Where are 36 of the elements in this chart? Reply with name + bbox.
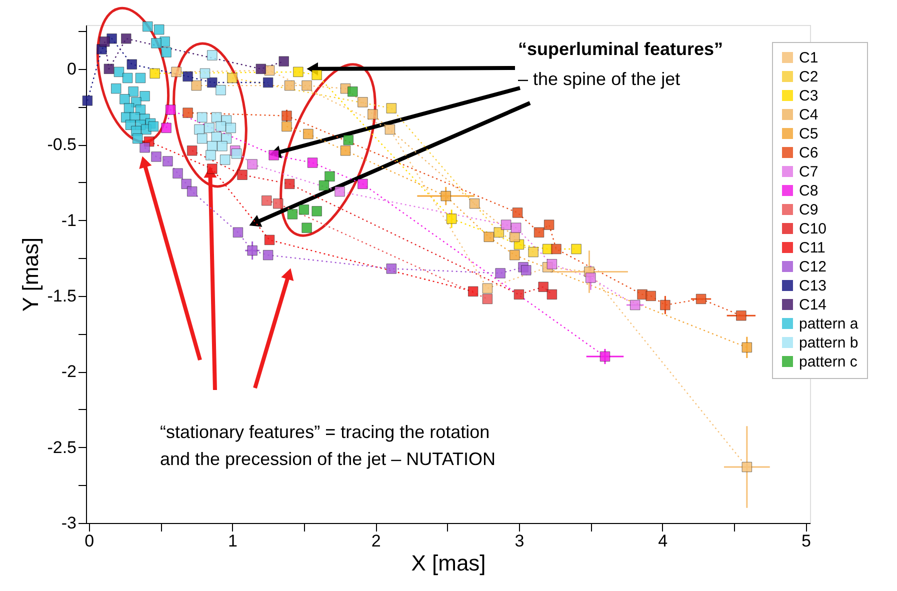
annotation: “superluminal features” <box>518 39 724 59</box>
y-tick-label: -1 <box>61 210 76 230</box>
annotation: “stationary features” = tracing the rotation <box>160 422 490 442</box>
legend-label: C8 <box>799 182 818 200</box>
x-tick-label: 0 <box>84 532 94 550</box>
x-tick-label: 5 <box>801 532 811 550</box>
y-tick-label: 0 <box>67 59 76 78</box>
x-tick-label: 3 <box>514 532 524 550</box>
legend-label: C12 <box>799 258 827 276</box>
legend-label: pattern a <box>799 316 859 332</box>
x-axis-title: X [mas] <box>411 550 486 576</box>
x-tick-label: 4 <box>658 532 668 550</box>
y-tick-label: -3 <box>61 514 76 532</box>
legend-label: C14 <box>799 296 827 314</box>
legend-label: C1 <box>799 50 818 66</box>
legend-label: pattern c <box>799 354 858 370</box>
y-tick-label: -2.5 <box>47 438 76 457</box>
y-tick-label: -0.5 <box>47 135 76 154</box>
y-axis-title: Y [mas] <box>18 237 44 312</box>
legend-label: C11 <box>799 240 826 256</box>
legend-label: pattern b <box>799 334 858 352</box>
annotation: and the precession of the jet – NUTATION <box>160 449 496 469</box>
x-tick-label: 2 <box>371 532 381 550</box>
x-tick-label: 1 <box>228 532 238 550</box>
legend-label: C7 <box>799 164 818 180</box>
legend-label: C13 <box>799 278 827 294</box>
legend-label: C5 <box>799 126 818 142</box>
y-tick-label: -1.5 <box>47 286 76 306</box>
legend-label: C4 <box>799 106 818 124</box>
legend-label: C10 <box>799 220 827 238</box>
y-tick-label: -2 <box>61 362 76 382</box>
legend-label: C9 <box>799 202 818 218</box>
legend-label: C6 <box>799 144 818 162</box>
annotation: – the spine of the jet <box>518 69 680 89</box>
legend-label: C3 <box>799 88 818 104</box>
legend-label: C2 <box>799 68 818 86</box>
